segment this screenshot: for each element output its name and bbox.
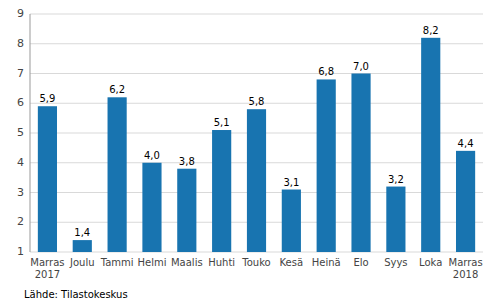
bars xyxy=(38,38,475,252)
x-tick-label: Syys xyxy=(384,257,407,268)
data-label: 8,2 xyxy=(423,25,439,36)
data-label: 5,8 xyxy=(249,96,265,107)
data-label: 5,9 xyxy=(39,93,55,104)
bar xyxy=(351,74,370,253)
x-tick-label: Elo xyxy=(353,257,368,268)
x-tick-label: Helmi xyxy=(137,257,166,268)
data-label: 7,0 xyxy=(353,61,369,72)
data-label: 4,4 xyxy=(458,138,474,149)
y-tick-label: 1 xyxy=(17,245,24,258)
bar xyxy=(108,97,127,252)
y-tick-label: 3 xyxy=(17,186,24,199)
bar xyxy=(282,190,301,252)
data-label: 1,4 xyxy=(74,227,90,238)
x-tick-label: Huhti xyxy=(208,257,235,268)
data-label: 6,8 xyxy=(318,66,334,77)
bar xyxy=(142,163,161,252)
x-tick-label: Kesä xyxy=(280,257,304,268)
bar xyxy=(421,38,440,252)
data-label: 3,2 xyxy=(388,174,404,185)
x-tick-label: Touko xyxy=(241,257,270,268)
bar xyxy=(247,109,266,252)
bar xyxy=(212,130,231,252)
x-tick-label: Joulu xyxy=(69,257,95,268)
bar xyxy=(317,79,336,252)
chart: 1 2 3 4 5 6 7 8 9 5,9 1,4 6,2 4,0 3,8 5,1 5,8 3,1 6,8 7,0 3… xyxy=(0,0,493,304)
source-note: Lähde: Tilastokeskus xyxy=(24,289,128,300)
y-tick-label: 6 xyxy=(17,96,24,109)
y-tick-label: 5 xyxy=(17,126,24,139)
data-label: 3,8 xyxy=(179,156,195,167)
x-tick-label: Maalis xyxy=(171,257,203,268)
x-tick-label: Marras2017 xyxy=(30,257,64,280)
y-axis-line xyxy=(30,14,31,252)
y-tick-label: 4 xyxy=(17,156,24,169)
y-tick-label: 7 xyxy=(17,67,24,80)
grid-line xyxy=(30,14,483,15)
x-tick-label: Heinä xyxy=(312,257,341,268)
x-tick-label: Loka xyxy=(419,257,442,268)
data-label: 5,1 xyxy=(214,117,230,128)
grid-line xyxy=(30,43,483,44)
bar xyxy=(73,240,92,252)
x-tick-label: Tammi xyxy=(100,257,134,268)
chart-container: 1 2 3 4 5 6 7 8 9 5,9 1,4 6,2 4,0 3,8 5,1 5,8 3,1 6,8 7,0 3… xyxy=(0,0,493,304)
y-tick-label: 9 xyxy=(17,7,24,20)
bar xyxy=(177,169,196,252)
data-label: 6,2 xyxy=(109,84,125,95)
bar xyxy=(38,106,57,252)
y-tick-label: 2 xyxy=(17,215,24,228)
grid xyxy=(30,14,483,252)
grid-line xyxy=(30,73,483,74)
data-label: 3,1 xyxy=(283,177,299,188)
bar xyxy=(386,187,405,252)
y-tick-label: 8 xyxy=(17,37,24,50)
bar xyxy=(456,151,475,252)
data-label: 4,0 xyxy=(144,150,160,161)
x-tick-label: Marras2018 xyxy=(449,257,483,280)
